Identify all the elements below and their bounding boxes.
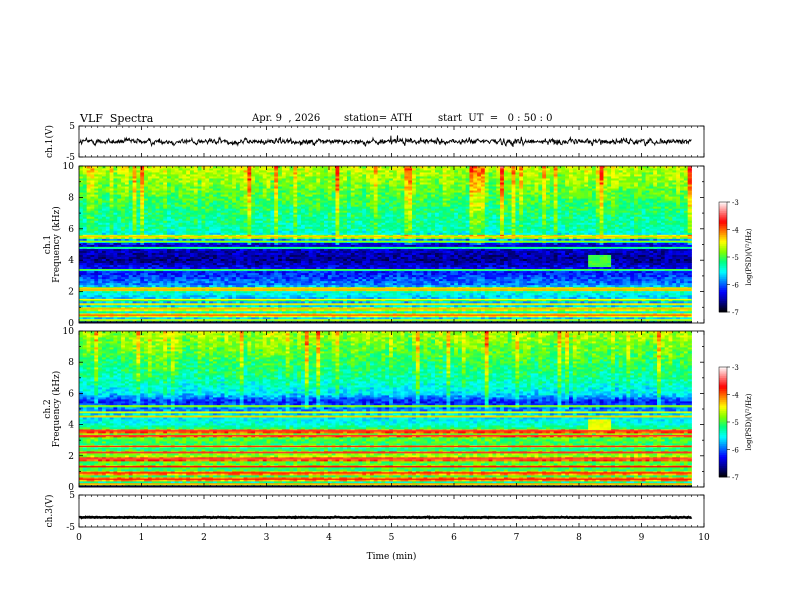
ch1-waveform-line bbox=[79, 135, 692, 147]
ch1-waveform-ylabel: ch.1(V) bbox=[44, 125, 55, 158]
y-tick-label: 5 bbox=[69, 122, 75, 132]
vlf-figure: 5-5ch.1(V)0246810ch.1 Frequency (kHz)-3-4… bbox=[0, 0, 792, 612]
